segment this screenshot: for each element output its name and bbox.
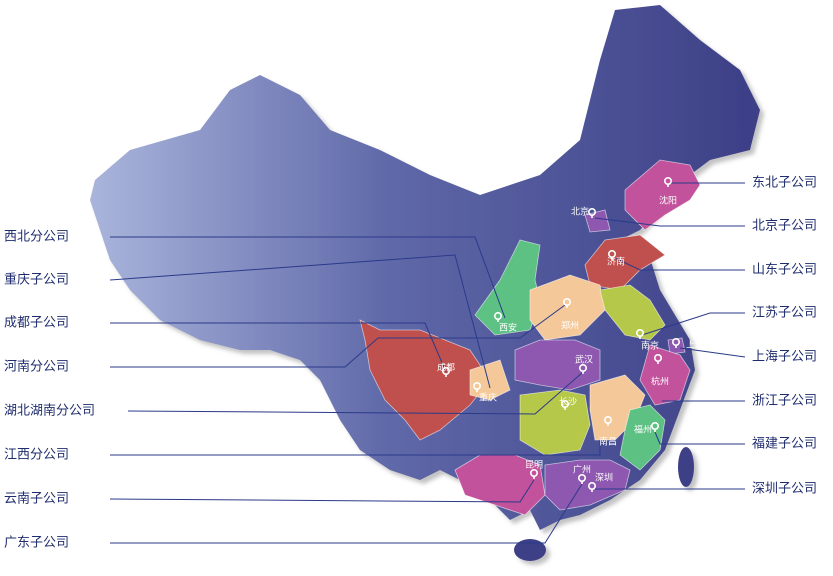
city-label: 西安 bbox=[499, 322, 517, 334]
city-label: 南昌 bbox=[599, 436, 617, 448]
city-label: 杭州 bbox=[651, 376, 669, 388]
province bbox=[519, 389, 591, 456]
city-label: 南京 bbox=[641, 340, 659, 352]
city-label: 北京 bbox=[571, 206, 589, 218]
leader-line bbox=[110, 440, 601, 456]
leader-line bbox=[110, 483, 583, 544]
branch-label: 成都子公司 bbox=[4, 316, 69, 331]
branch-label: 江苏子公司 bbox=[752, 305, 817, 321]
branch-label: 深圳子公司 bbox=[752, 482, 817, 497]
branch-label: 江西分公司 bbox=[4, 448, 69, 463]
city-label: 济南 bbox=[607, 256, 625, 268]
leader-line bbox=[110, 304, 566, 368]
branch-label: 福建子公司 bbox=[752, 437, 817, 452]
hainan bbox=[514, 539, 546, 561]
leader-line bbox=[127, 371, 584, 415]
leader-line bbox=[110, 236, 506, 319]
city-label: 广州 bbox=[573, 464, 591, 476]
city-label: 上海 bbox=[686, 339, 704, 351]
branch-label: 山东子公司 bbox=[752, 263, 817, 278]
leader-line bbox=[109, 254, 491, 389]
city-label: 昆明 bbox=[525, 460, 543, 471]
taiwan bbox=[678, 447, 694, 487]
branch-label: 云南子公司 bbox=[4, 491, 69, 507]
leader-line bbox=[679, 347, 746, 358]
province bbox=[599, 284, 666, 341]
city-label: 长沙 bbox=[559, 396, 577, 408]
province bbox=[624, 159, 701, 231]
province bbox=[544, 459, 631, 511]
city-label: 深圳 bbox=[595, 473, 613, 484]
province bbox=[474, 239, 541, 336]
city-label: 武汉 bbox=[575, 354, 593, 366]
province bbox=[469, 359, 511, 401]
branch-label: 广东子公司 bbox=[4, 536, 69, 551]
province bbox=[514, 339, 601, 391]
branch-label: 浙江子公司 bbox=[752, 394, 817, 409]
city-label: 沈阳 bbox=[659, 195, 677, 207]
branch-label: 重庆子公司 bbox=[4, 272, 69, 288]
leader-line bbox=[654, 431, 745, 445]
branch-label: 湖北湖南分公司 bbox=[4, 403, 95, 419]
leader-line bbox=[594, 217, 745, 227]
branch-label: 上海子公司 bbox=[752, 350, 817, 365]
branch-label: 河南分公司 bbox=[4, 359, 69, 375]
leader-line bbox=[641, 312, 745, 336]
city-label: 福州 bbox=[634, 424, 652, 436]
country bbox=[90, 5, 760, 561]
branch-label: 西北分公司 bbox=[4, 230, 69, 245]
city-label: 成都 bbox=[437, 362, 455, 374]
province bbox=[639, 344, 691, 406]
leader-line bbox=[110, 322, 447, 373]
province bbox=[619, 404, 666, 471]
city-label: 郑州 bbox=[561, 320, 579, 332]
branch-label: 东北子公司 bbox=[752, 176, 817, 191]
province bbox=[359, 319, 491, 441]
leader-line bbox=[614, 257, 745, 271]
china-outline bbox=[90, 5, 760, 530]
branch-label: 北京子公司 bbox=[752, 219, 817, 234]
city-label: 重庆 bbox=[479, 392, 497, 404]
leader-line bbox=[109, 479, 535, 503]
